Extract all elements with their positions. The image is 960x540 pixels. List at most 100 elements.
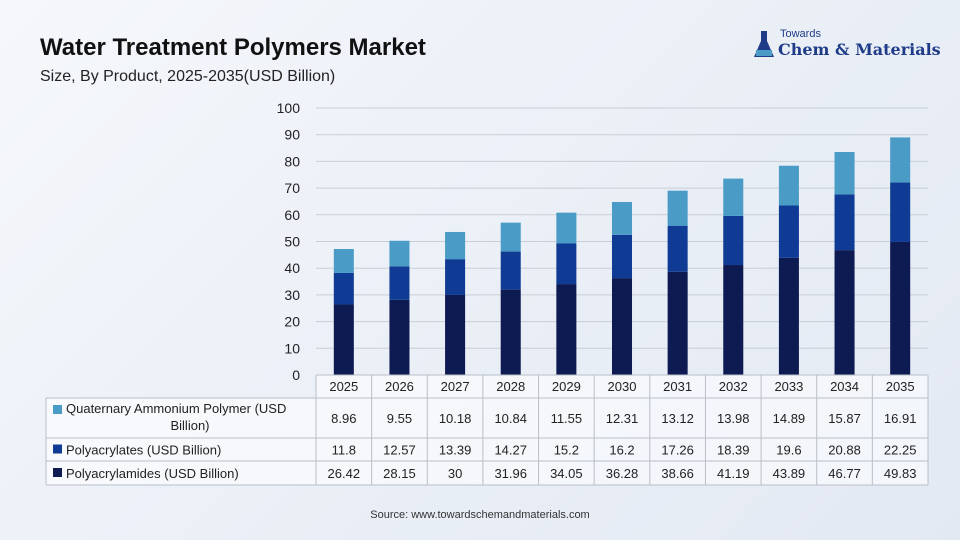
- bar-segment: [834, 250, 855, 375]
- bar-segment: [890, 182, 911, 242]
- data-label: 15.2: [554, 443, 579, 458]
- bar-segment: [890, 137, 911, 183]
- flask-icon: [754, 31, 774, 57]
- bar-segment: [556, 243, 577, 285]
- data-label: 10.18: [439, 411, 472, 426]
- bar-segment: [333, 249, 354, 273]
- bar-segment: [834, 194, 855, 251]
- legend-label: Billion): [170, 418, 209, 433]
- bar-segment: [778, 165, 799, 206]
- bar-segment: [389, 240, 410, 267]
- y-tick-label: 60: [284, 207, 300, 223]
- bar-segment: [389, 299, 410, 375]
- data-label: 20.88: [828, 443, 861, 458]
- y-tick-label: 90: [284, 127, 300, 143]
- data-label: 43.89: [773, 466, 806, 481]
- x-tick-label: 2026: [385, 379, 414, 394]
- y-tick-label: 80: [284, 153, 300, 169]
- legend-swatch: [53, 405, 62, 414]
- logo-main-text: Chem & Materials: [778, 40, 941, 59]
- x-tick-label: 2030: [608, 379, 637, 394]
- bar-segment: [611, 234, 633, 279]
- x-tick-label: 2027: [441, 379, 470, 394]
- bar-segment: [445, 259, 466, 295]
- bar-segment: [834, 152, 855, 195]
- data-label: 11.55: [551, 411, 583, 426]
- data-label: 13.98: [717, 411, 750, 426]
- y-tick-label: 50: [284, 234, 300, 250]
- bar-segment: [500, 289, 521, 375]
- data-label: 12.57: [383, 443, 416, 458]
- data-label: 30: [448, 466, 462, 481]
- legend-label: Polyacrylates (USD Billion): [66, 443, 221, 458]
- data-label: 9.55: [387, 411, 412, 426]
- table-body-bg: [46, 398, 928, 485]
- data-label: 46.77: [828, 466, 861, 481]
- bar-segment: [723, 265, 744, 375]
- bar-segment: [500, 251, 521, 290]
- bar-segment: [333, 304, 354, 375]
- data-label: 16.91: [884, 411, 917, 426]
- bar-segment: [667, 271, 688, 375]
- x-tick-label: 2025: [329, 379, 358, 394]
- x-tick-label: 2033: [774, 379, 803, 394]
- data-label: 11.8: [332, 443, 356, 458]
- x-tick-label: 2031: [663, 379, 692, 394]
- y-tick-label: 30: [284, 287, 300, 303]
- bar-segment: [556, 212, 577, 244]
- bar-segment: [445, 294, 466, 375]
- bar-segment: [778, 257, 799, 375]
- bar-segment: [333, 272, 354, 305]
- data-label: 49.83: [884, 466, 917, 481]
- data-label: 17.26: [661, 443, 694, 458]
- legend-label: Polyacrylamides (USD Billion): [66, 466, 239, 481]
- data-label: 16.2: [609, 443, 634, 458]
- bar-segment: [723, 215, 744, 266]
- data-label: 22.25: [884, 443, 917, 458]
- data-label: 38.66: [661, 466, 694, 481]
- data-label: 19.6: [776, 443, 801, 458]
- data-label: 41.19: [717, 466, 750, 481]
- bar-segment: [611, 202, 633, 235]
- x-tick-label: 2029: [552, 379, 581, 394]
- bar-segment: [778, 205, 799, 258]
- bar-segment: [556, 284, 577, 375]
- bar-segment: [389, 266, 410, 300]
- legend-swatch: [53, 468, 62, 477]
- brand-logo: Towards Chem & Materials: [752, 26, 941, 62]
- logo-towards-text: Towards: [780, 28, 821, 40]
- bar-segment: [445, 231, 466, 260]
- bar-segment: [890, 241, 911, 375]
- chart-subtitle: Size, By Product, 2025-2035(USD Billion): [40, 68, 336, 85]
- y-tick-label: 10: [284, 340, 300, 356]
- data-label: 36.28: [606, 466, 639, 481]
- chart-title: Water Treatment Polymers Market: [40, 34, 426, 61]
- x-tick-label: 2034: [830, 379, 859, 394]
- bar-segment: [667, 225, 688, 272]
- bar-segment: [500, 222, 521, 252]
- bar-segment: [723, 178, 744, 216]
- data-label: 15.87: [828, 411, 861, 426]
- data-label: 28.15: [383, 466, 416, 481]
- x-tick-label: 2028: [496, 379, 525, 394]
- table-header-bg: [316, 375, 928, 398]
- y-tick-label: 70: [284, 180, 300, 196]
- y-tick-label: 100: [277, 100, 301, 116]
- y-tick-label: 20: [284, 314, 300, 330]
- data-label: 13.39: [439, 443, 472, 458]
- bar-segment: [667, 190, 688, 226]
- data-label: 10.84: [494, 411, 527, 426]
- data-label: 14.89: [773, 411, 806, 426]
- y-tick-label: 0: [292, 367, 300, 383]
- data-label: 8.96: [331, 411, 356, 426]
- data-label: 31.96: [494, 466, 527, 481]
- data-label: 34.05: [550, 466, 583, 481]
- x-tick-label: 2035: [886, 379, 915, 394]
- source-note: Source: www.towardschemandmaterials.com: [370, 509, 590, 521]
- data-label: 18.39: [717, 443, 750, 458]
- data-label: 14.27: [494, 443, 527, 458]
- legend-label: Quaternary Ammonium Polymer (USD: [66, 401, 286, 416]
- data-label: 13.12: [661, 411, 694, 426]
- x-tick-label: 2032: [719, 379, 748, 394]
